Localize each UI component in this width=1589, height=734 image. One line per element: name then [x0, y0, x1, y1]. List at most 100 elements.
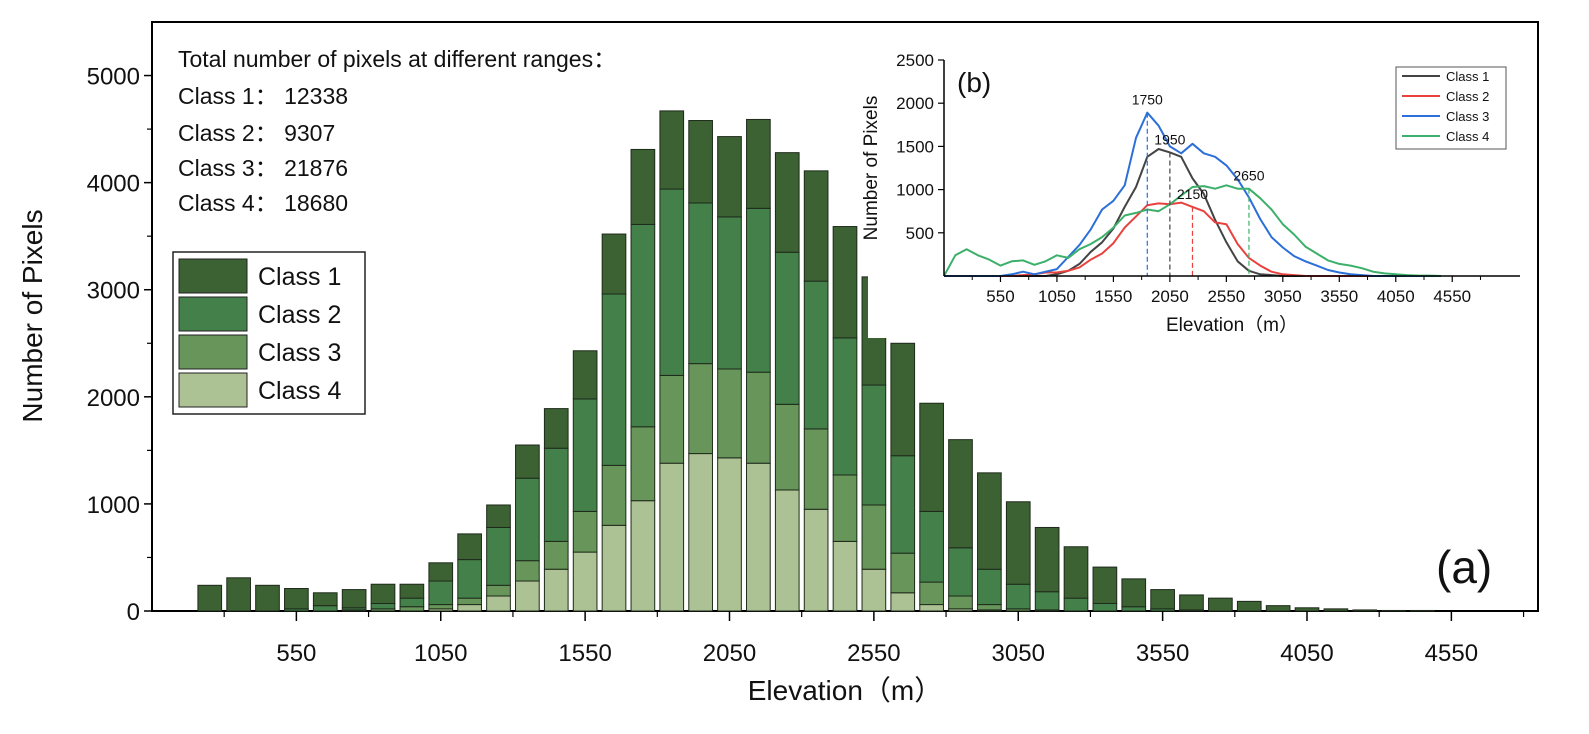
bar-class-2-650 [312, 605, 338, 612]
legend-label-class-1: Class 1 [258, 263, 341, 291]
annotation-class-2: Class 2： 9307 [178, 120, 335, 146]
inset-x-tick-label-3050: 3050 [1264, 287, 1302, 306]
bar-class-1-1750 [630, 148, 656, 225]
main-x-tick-label-3550: 3550 [1136, 640, 1189, 667]
bar-class-2-2850 [948, 547, 973, 597]
bar-class-3-950 [399, 606, 425, 612]
bar-class-2-950 [399, 597, 425, 608]
bar-class-3-1950 [688, 363, 713, 455]
panel-label-a: (a) [1436, 541, 1492, 593]
main-y-tick-label-5000: 5000 [87, 64, 140, 91]
legend-swatch-class-2 [178, 296, 248, 332]
bar-class-2-3450 [1121, 606, 1147, 612]
bar-class-3-2250 [774, 403, 800, 491]
legend-label-class-2: Class 2 [258, 301, 341, 329]
bar-class-1-450 [255, 584, 280, 612]
legend-label-class-3: Class 3 [258, 339, 341, 367]
bar-class-2-1950 [688, 202, 713, 365]
bar-class-3-1150 [457, 597, 482, 606]
inset-y-axis-title: Number of Pixels [861, 96, 882, 241]
legend-label-class-4: Class 4 [258, 377, 341, 405]
bar-class-3-1850 [659, 374, 685, 464]
bar-class-1-650 [312, 592, 338, 607]
bar-class-1-3050 [1005, 501, 1031, 585]
bar-class-2-2750 [919, 510, 944, 583]
bar-class-1-2050 [717, 136, 742, 218]
annotation-class-3: Class 3： 21876 [178, 155, 348, 181]
bar-class-4-2150 [746, 462, 771, 612]
inset-y-tick-label-2000: 2000 [896, 94, 934, 113]
inset-y-axis: 500 1000 1500 2000 2500 [896, 51, 944, 243]
bar-class-1-2650 [890, 342, 916, 457]
bar-class-1-1350 [515, 444, 540, 479]
bar-class-4-1550 [572, 551, 598, 612]
bar-class-2-1150 [457, 559, 482, 599]
bar-class-4-1450 [543, 568, 569, 612]
bar-class-1-3950 [1265, 605, 1291, 612]
bar-class-3-2150 [746, 371, 771, 464]
main-y-tick-label-3000: 3000 [87, 278, 140, 305]
main-legend: Class 1 Class 2 Class 3 Class 4 [172, 251, 366, 415]
inset-legend: Class 1 Class 2 Class 3 Class 4 [1395, 66, 1507, 150]
bar-class-3-2050 [717, 368, 742, 459]
inset-legend-entry-class-3: Class 3 [1402, 109, 1489, 124]
bar-class-4-2450 [832, 540, 858, 612]
inset-legend-entry-class-1: Class 1 [1402, 69, 1489, 84]
bar-class-4-1950 [688, 453, 713, 612]
annotation-heading: Total number of pixels at different rang… [178, 46, 616, 72]
bar-class-4-1350 [515, 580, 540, 612]
bar-class-1-3150 [1034, 526, 1060, 593]
main-legend-entry-class-4: Class 4 [178, 372, 341, 408]
bar-class-2-1250 [486, 526, 511, 586]
bar-class-2-3050 [1005, 583, 1031, 610]
annotation-class-4: Class 4： 18680 [178, 190, 348, 216]
main-x-tick-label-1050: 1050 [414, 640, 467, 667]
bar-class-1-750 [341, 589, 367, 609]
bar-class-2-1350 [515, 477, 540, 562]
bar-class-4-2550 [861, 568, 887, 612]
pixel-total-annotation: Total number of pixels at different rang… [178, 46, 616, 216]
main-y-tick-label-2000: 2000 [87, 385, 140, 412]
bar-class-1-850 [370, 583, 396, 605]
bar-class-1-1550 [572, 350, 598, 400]
bar-class-1-3850 [1236, 600, 1262, 612]
main-y-tick-label-1000: 1000 [87, 492, 140, 519]
main-y-tick-label-0: 0 [127, 599, 140, 626]
inset-x-tick-label-1550: 1550 [1094, 287, 1132, 306]
bar-class-3-1750 [630, 426, 656, 502]
bar-class-1-3450 [1121, 578, 1147, 608]
bar-class-2-2050 [717, 216, 742, 370]
bar-class-2-3250 [1063, 597, 1089, 612]
bar-class-1-1050 [428, 562, 454, 582]
bar-class-3-1550 [572, 510, 598, 553]
legend-swatch-class-1 [178, 258, 248, 294]
peak-label-2150: 2150 [1177, 186, 1208, 202]
inset-x-axis: 550 1050 1550 2050 2550 3050 3550 4050 4550 [971, 276, 1481, 306]
inset-x-tick-label-2550: 2550 [1207, 287, 1245, 306]
bar-class-3-2550 [861, 504, 887, 570]
main-x-tick-label-4050: 4050 [1280, 640, 1333, 667]
inset-chart-panel: 1750 1950 2150 2650 550 1050 1550 2050 2550 3050… [861, 48, 1528, 338]
main-x-tick-label-550: 550 [276, 640, 316, 667]
bar-class-3-2950 [977, 604, 1002, 611]
bar-class-3-1450 [543, 540, 569, 570]
bar-class-2-850 [370, 603, 396, 610]
bar-class-1-4350 [1381, 609, 1406, 612]
bar-class-1-1450 [543, 408, 569, 449]
bar-class-1-2350 [803, 170, 829, 282]
bar-class-2-1650 [601, 293, 627, 466]
bar-class-1-3250 [1063, 546, 1089, 599]
main-y-axis: 0 1000 2000 3000 4000 5000 [87, 64, 152, 626]
bar-class-1-4050 [1294, 607, 1320, 612]
inset-peak-markers: 1750 1950 2150 2650 [1132, 92, 1265, 276]
main-bar-layer [197, 110, 1435, 612]
bar-class-4-1150 [457, 604, 482, 612]
bar-class-1-3750 [1208, 597, 1233, 612]
main-y-tick-label-4000: 4000 [87, 171, 140, 198]
inset-x-tick-label-550: 550 [986, 287, 1014, 306]
bar-class-1-2750 [919, 402, 944, 512]
main-x-tick-label-4550: 4550 [1425, 640, 1478, 667]
bar-class-1-950 [399, 583, 425, 599]
inset-x-tick-label-1050: 1050 [1038, 287, 1076, 306]
